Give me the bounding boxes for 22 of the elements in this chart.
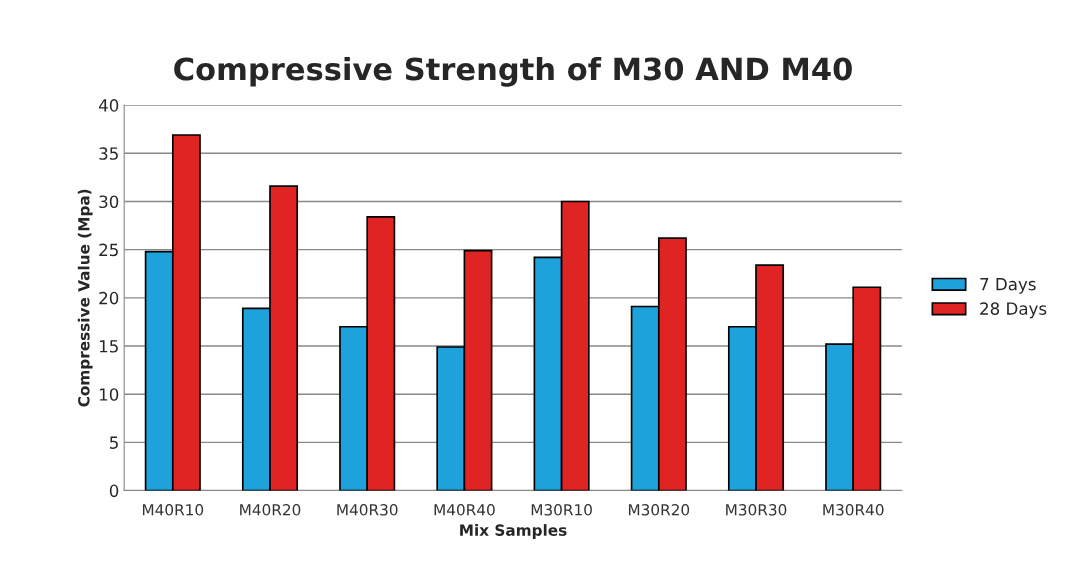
y-tick-label: 5	[110, 436, 118, 449]
y-tick-label: 25	[99, 243, 118, 257]
legend-label: 28 Days	[980, 302, 1047, 319]
x-tick-label: M30R40	[823, 504, 884, 516]
x-tick-label: M40R40	[434, 504, 495, 516]
x-tick-label: M40R20	[240, 504, 301, 516]
x-tick-label: M30R30	[726, 504, 787, 516]
y-tick-label: 0	[109, 484, 119, 498]
y-tick-label: 40	[98, 99, 119, 112]
y-tick-label: 35	[99, 147, 118, 160]
legend-label: 7 Days	[980, 278, 1036, 294]
x-tick-label: M40R10	[142, 504, 204, 516]
chart-title: Compressive Strength of M30 AND M40	[174, 56, 852, 87]
y-tick-label: 30	[99, 195, 119, 209]
x-tick-label: M40R30	[337, 504, 398, 516]
y-tick-label: 10	[99, 388, 119, 401]
y-tick-label: 15	[99, 340, 118, 353]
x-axis-title: Mix Samples	[460, 524, 567, 539]
x-tick-label: M30R20	[628, 504, 690, 516]
x-tick-label: M30R10	[531, 504, 592, 516]
y-tick-label: 20	[99, 291, 119, 305]
y-axis-title: Compressive Value (Mpa)	[77, 189, 93, 407]
